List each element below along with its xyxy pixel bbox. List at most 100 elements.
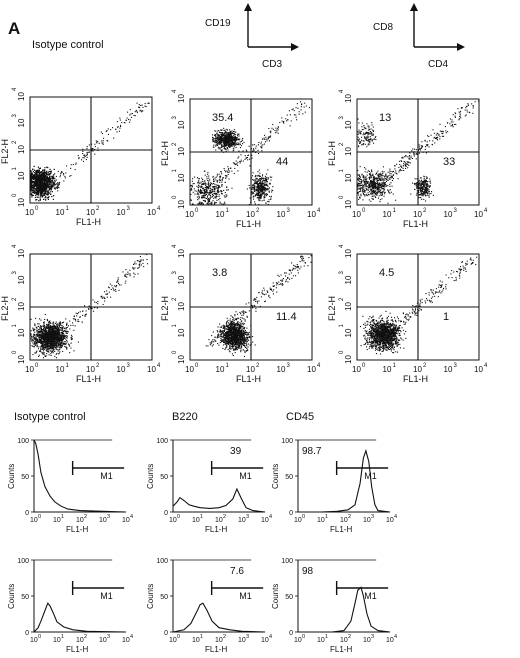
x-axis-tick-label: 10: [444, 210, 453, 219]
gate-label: M1: [239, 471, 252, 481]
y-tick-label: 100: [17, 558, 29, 565]
x-axis-tick-label: 10: [383, 365, 392, 374]
histogram-trace: [33, 602, 127, 633]
y-axis-tick-exponent: 4: [12, 87, 18, 91]
x-axis-tick-exponent: 3: [246, 634, 249, 640]
x-axis-tick-exponent: 4: [394, 634, 397, 640]
y-axis-tick-label: 10: [344, 302, 353, 311]
y-axis-tick-label: 10: [177, 94, 186, 103]
x-axis-tick-exponent: 3: [454, 363, 458, 369]
x-axis-tick-label: 10: [185, 210, 194, 219]
x-axis-tick-label: 10: [474, 210, 483, 219]
histogram-trace: [172, 602, 266, 633]
x-axis-tick-exponent: 4: [269, 514, 272, 520]
x-axis-tick-label: 10: [192, 517, 200, 524]
x-axis-tick-exponent: 2: [223, 514, 226, 520]
gate-label: M1: [364, 471, 377, 481]
y-axis-tick-exponent: 3: [172, 116, 178, 120]
x-axis-tick-exponent: 2: [84, 514, 87, 520]
x-axis-label: FL1-H: [236, 374, 261, 384]
y-tick-label: 100: [17, 438, 29, 445]
x-axis-tick-exponent: 1: [66, 363, 70, 369]
y-axis-label: FL2-H: [0, 296, 10, 321]
gate-percentage: 39: [230, 446, 242, 457]
header-isotype-control-bottom: Isotype control: [14, 411, 86, 423]
quadrant-value-lower-right: 1: [443, 311, 449, 323]
x-axis-tick-exponent: 0: [35, 363, 39, 369]
quadrant-value-lower-right: 33: [443, 156, 455, 168]
x-axis-tick-label: 10: [277, 365, 286, 374]
x-axis-tick-label: 10: [386, 517, 394, 524]
x-axis-tick-label: 10: [294, 517, 302, 524]
y-axis-tick-label: 10: [177, 173, 186, 182]
x-axis-tick-label: 10: [413, 365, 422, 374]
y-axis-tick-label: 10: [17, 328, 26, 337]
y-tick-label: 50: [21, 474, 29, 481]
x-axis-tick-exponent: 0: [38, 634, 41, 640]
y-axis-tick-exponent: 0: [339, 350, 345, 354]
event-dots: [359, 256, 478, 355]
y-axis-tick-exponent: 0: [172, 350, 178, 354]
x-axis-label: FL1-H: [403, 219, 428, 229]
y-axis-tick-exponent: 4: [339, 89, 345, 93]
gate-label: M1: [239, 591, 252, 601]
x-axis-tick-label: 10: [122, 637, 130, 644]
x-axis-label: FL1-H: [403, 374, 428, 384]
y-tick-label: 50: [21, 594, 29, 601]
quadrant-value-upper-left: 4.5: [379, 267, 394, 279]
x-axis-tick-label: 10: [99, 517, 107, 524]
x-axis-tick-label: 10: [215, 517, 223, 524]
x-axis-tick-label: 10: [185, 365, 194, 374]
quadrant-value-upper-left: 13: [379, 112, 391, 124]
x-axis-tick-exponent: 3: [127, 363, 131, 369]
x-axis-tick-label: 10: [352, 365, 361, 374]
x-axis-tick-exponent: 1: [226, 208, 230, 214]
x-axis-label: FL1-H: [76, 374, 101, 384]
x-axis-tick-label: 10: [192, 637, 200, 644]
x-axis-tick-exponent: 3: [371, 634, 374, 640]
x-axis-tick-label: 10: [238, 637, 246, 644]
x-axis-tick-exponent: 0: [177, 514, 180, 520]
y-axis-label: Counts: [146, 464, 155, 489]
x-axis-tick-label: 10: [352, 210, 361, 219]
histogram-trace: [33, 439, 127, 513]
y-axis-tick-exponent: 0: [12, 193, 18, 197]
x-axis-tick-label: 10: [317, 637, 325, 644]
x-axis-tick-label: 10: [169, 517, 177, 524]
x-axis-tick-exponent: 2: [96, 206, 100, 212]
y-axis-label: FL2-H: [327, 296, 337, 321]
x-axis-tick-label: 10: [53, 517, 61, 524]
x-axis-tick-label: 10: [30, 517, 38, 524]
y-axis-tick-label: 10: [344, 200, 353, 209]
y-axis-tick-exponent: 4: [172, 89, 178, 93]
x-axis-tick-exponent: 0: [302, 514, 305, 520]
y-axis-label: FL2-H: [327, 141, 337, 166]
cd8-cd4-axis-arrow-icon: [410, 3, 465, 51]
x-axis-tick-exponent: 4: [484, 363, 488, 369]
gate-label: M1: [100, 591, 113, 601]
header-cd19: CD19: [205, 18, 231, 29]
y-axis-tick-label: 10: [344, 328, 353, 337]
y-tick-label: 50: [285, 594, 293, 601]
x-axis-tick-exponent: 3: [454, 208, 458, 214]
y-axis-tick-exponent: 2: [172, 297, 178, 301]
y-axis-tick-label: 10: [177, 275, 186, 284]
x-axis-tick-label: 10: [56, 208, 65, 217]
y-axis-tick-exponent: 2: [172, 142, 178, 146]
x-axis-tick-label: 10: [363, 517, 371, 524]
plot-grid: 10 0 10 1 10 2 10 3 10 4100101102103104FL1-HFL2-H…: [0, 87, 488, 654]
y-tick-label: 0: [25, 510, 29, 517]
x-axis-tick-exponent: 1: [325, 634, 328, 640]
y-axis-tick-label: 10: [344, 249, 353, 258]
x-axis-tick-exponent: 2: [84, 634, 87, 640]
event-dots: [357, 100, 480, 204]
quadrant-value-upper-left: 3.8: [212, 267, 227, 279]
x-axis-tick-label: 10: [147, 365, 156, 374]
y-tick-label: 100: [281, 558, 293, 565]
x-axis-tick-exponent: 0: [177, 634, 180, 640]
x-axis-tick-exponent: 0: [362, 363, 366, 369]
